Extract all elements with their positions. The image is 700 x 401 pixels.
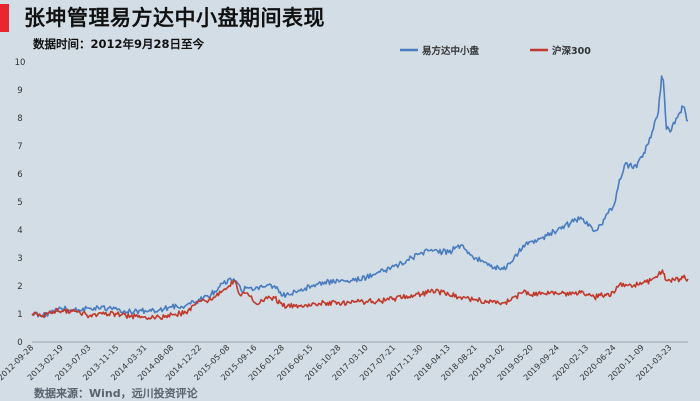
series-line bbox=[31, 269, 689, 320]
y-tick-label: 8 bbox=[17, 114, 22, 124]
y-tick-label: 7 bbox=[17, 142, 22, 152]
date-range-note: 数据时间：2012年9月28日至今 bbox=[33, 37, 205, 51]
y-tick-label: 6 bbox=[17, 170, 22, 180]
data-source-note: 数据来源：Wind，远川投资评论 bbox=[34, 387, 198, 400]
series-line bbox=[31, 75, 689, 318]
y-tick-label: 9 bbox=[17, 86, 22, 96]
y-tick-label: 5 bbox=[17, 198, 22, 208]
legend-label: 易方达中小盘 bbox=[422, 45, 480, 57]
legend-label: 沪深300 bbox=[552, 45, 591, 57]
chart-title: 张坤管理易方达中小盘期间表现 bbox=[24, 6, 325, 30]
y-tick-label: 2 bbox=[17, 282, 22, 292]
y-tick-label: 0 bbox=[17, 338, 22, 348]
y-tick-label: 4 bbox=[17, 226, 22, 236]
y-tick-label: 1 bbox=[17, 310, 22, 320]
title-accent-bar bbox=[0, 4, 9, 32]
y-tick-label: 10 bbox=[15, 58, 26, 68]
y-tick-label: 3 bbox=[17, 254, 22, 264]
